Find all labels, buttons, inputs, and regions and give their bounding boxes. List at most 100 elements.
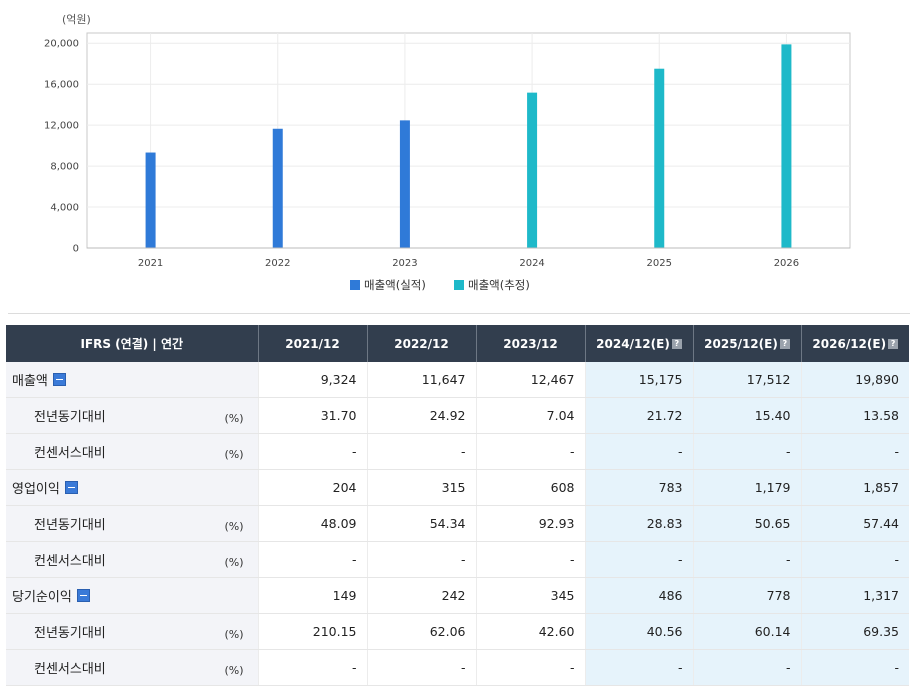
- table-header-row: IFRS (연결) | 연간 2021/12 2022/12 2023/12 2024/…: [6, 325, 909, 362]
- row-label-cell[interactable]: 영업이익: [6, 469, 259, 506]
- bar-2024: [527, 92, 538, 248]
- row-label-cell[interactable]: 당기순이익: [6, 577, 259, 614]
- help-question-icon[interactable]: ?: [888, 339, 899, 349]
- value-cell: 242: [367, 577, 477, 614]
- help-question-icon[interactable]: ?: [671, 339, 682, 349]
- table-row: 컨센서스대비 (%) - - - - - -: [6, 433, 909, 470]
- row-label-cell: 컨센서스대비 (%): [6, 541, 259, 578]
- value-cell: -: [585, 649, 694, 686]
- bar-2026: [781, 44, 792, 248]
- value-cell: 57.44: [801, 505, 909, 542]
- value-cell: -: [693, 649, 802, 686]
- value-cell: 50.65: [693, 505, 802, 542]
- row-label: 컨센서스대비: [34, 554, 106, 569]
- period-label: 2025/12(E): [704, 336, 778, 351]
- unit-label: (%): [224, 628, 244, 641]
- x-tick-label: 2025: [647, 258, 672, 269]
- row-label-cell: 전년동기대비 (%): [6, 397, 259, 434]
- value-cell: 42.60: [476, 613, 586, 650]
- unit-label: (%): [224, 556, 244, 569]
- value-cell: 62.06: [367, 613, 477, 650]
- value-cell: -: [801, 433, 909, 470]
- y-tick-label: 16,000: [44, 80, 79, 91]
- value-cell: 1,317: [801, 577, 909, 614]
- row-label-cell: 전년동기대비 (%): [6, 613, 259, 650]
- row-label: 컨센서스대비: [34, 446, 106, 461]
- value-cell: -: [476, 433, 586, 470]
- unit-label: (%): [224, 520, 244, 533]
- value-cell: 778: [693, 577, 802, 614]
- x-tick-label: 2021: [138, 258, 163, 269]
- unit-label: (%): [224, 664, 244, 677]
- value-cell: -: [258, 649, 368, 686]
- value-cell: 19,890: [801, 362, 909, 398]
- value-cell: -: [693, 541, 802, 578]
- help-question-icon[interactable]: ?: [779, 339, 790, 349]
- value-cell: 7.04: [476, 397, 586, 434]
- header-period-4: 2025/12(E)?: [693, 325, 802, 362]
- x-tick-label: 2024: [519, 258, 544, 269]
- value-cell: 1,857: [801, 469, 909, 506]
- table-row: 전년동기대비 (%) 48.09 54.34 92.93 28.83 50.65 57.44: [6, 505, 909, 542]
- value-cell: -: [693, 433, 802, 470]
- value-cell: -: [367, 541, 477, 578]
- table-row: 매출액 9,324 11,647 12,467 15,175 17,512 19,890: [6, 362, 909, 398]
- value-cell: 21.72: [585, 397, 694, 434]
- value-cell: 204: [258, 469, 368, 506]
- row-label: 전년동기대비: [34, 518, 106, 533]
- value-cell: 13.58: [801, 397, 909, 434]
- period-label: 2021/12: [285, 336, 340, 351]
- y-tick-label: 8,000: [50, 162, 79, 173]
- legend-swatch: [350, 280, 360, 290]
- value-cell: 315: [367, 469, 477, 506]
- table-row: 컨센서스대비 (%) - - - - - -: [6, 649, 909, 686]
- legend-label: 매출액(추정): [468, 278, 530, 292]
- value-cell: 40.56: [585, 613, 694, 650]
- header-period-5: 2026/12(E)?: [801, 325, 909, 362]
- table-row: 전년동기대비 (%) 31.70 24.92 7.04 21.72 15.40 13.58: [6, 397, 909, 434]
- value-cell: 69.35: [801, 613, 909, 650]
- x-tick-label: 2026: [774, 258, 799, 269]
- value-cell: -: [258, 541, 368, 578]
- header-accounting-basis: IFRS (연결) | 연간: [6, 325, 259, 362]
- row-label: 컨센서스대비: [34, 662, 106, 677]
- legend-swatch: [454, 280, 464, 290]
- header-period-3: 2024/12(E)?: [585, 325, 694, 362]
- value-cell: 15,175: [585, 362, 694, 398]
- value-cell: 31.70: [258, 397, 368, 434]
- unit-label: (%): [224, 448, 244, 461]
- value-cell: -: [367, 433, 477, 470]
- value-cell: 48.09: [258, 505, 368, 542]
- row-label-cell[interactable]: 매출액: [6, 362, 259, 398]
- value-cell: 24.92: [367, 397, 477, 434]
- table-row: 영업이익 204 315 608 783 1,179 1,857: [6, 469, 909, 506]
- y-tick-label: 4,000: [50, 203, 79, 214]
- value-cell: 28.83: [585, 505, 694, 542]
- collapse-minus-icon[interactable]: [76, 589, 90, 602]
- section-divider: [8, 313, 910, 314]
- table-row: 당기순이익 149 242 345 486 778 1,317: [6, 577, 909, 614]
- plot-area: [86, 32, 851, 249]
- header-period-1: 2022/12: [367, 325, 477, 362]
- y-unit-label: (억원): [62, 13, 91, 26]
- header-period-0: 2021/12: [258, 325, 368, 362]
- y-tick-label: 0: [73, 244, 79, 255]
- row-label: 전년동기대비: [34, 410, 106, 425]
- row-label-cell: 컨센서스대비 (%): [6, 649, 259, 686]
- value-cell: 9,324: [258, 362, 368, 398]
- collapse-minus-icon[interactable]: [52, 373, 66, 386]
- x-tick-label: 2023: [392, 258, 417, 269]
- row-label: 당기순이익: [12, 590, 72, 605]
- value-cell: 783: [585, 469, 694, 506]
- value-cell: -: [367, 649, 477, 686]
- revenue-chart: (억원) 0 4,000 8,000 12,000 16,000 20,000 2021 202…: [44, 13, 851, 292]
- value-cell: -: [476, 649, 586, 686]
- value-cell: 345: [476, 577, 586, 614]
- bar-2025: [654, 68, 665, 248]
- table-row: 전년동기대비 (%) 210.15 62.06 42.60 40.56 60.14 69.35: [6, 613, 909, 650]
- bar-2023: [399, 120, 410, 248]
- table-row: 컨센서스대비 (%) - - - - - -: [6, 541, 909, 578]
- bar-2022: [272, 128, 283, 248]
- value-cell: 608: [476, 469, 586, 506]
- collapse-minus-icon[interactable]: [64, 481, 78, 494]
